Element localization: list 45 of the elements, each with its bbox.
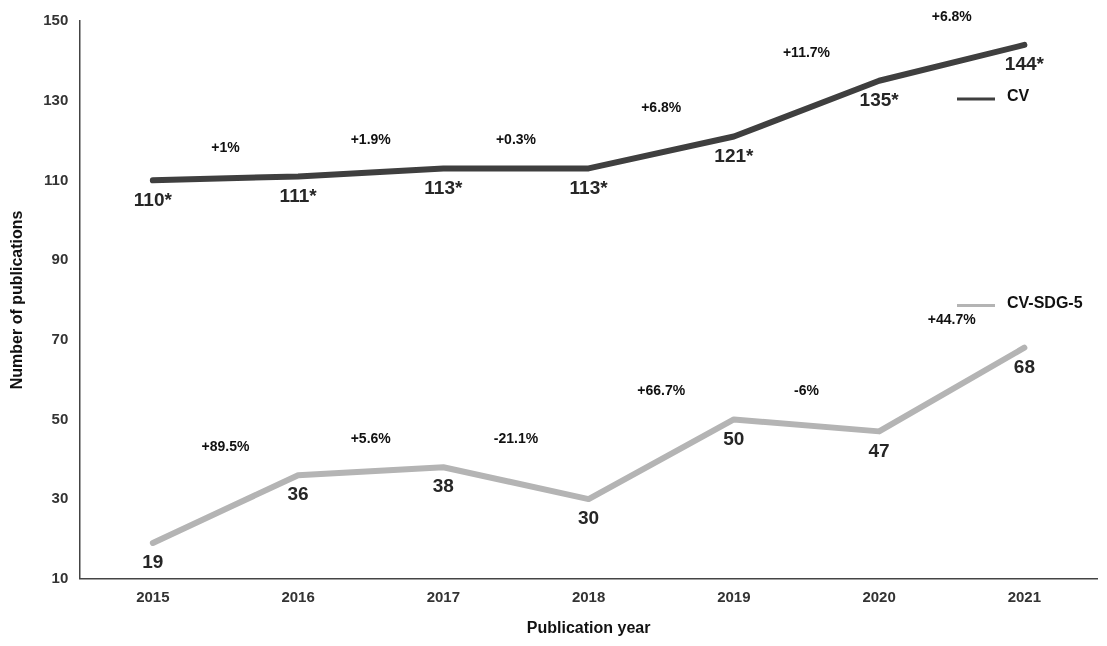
x-tick-label: 2016 <box>281 587 315 605</box>
y-tick-label: 150 <box>43 11 69 29</box>
annotation: -21.1% <box>493 430 539 447</box>
data-label: 113* <box>424 176 463 198</box>
data-label: 36 <box>287 483 309 505</box>
data-label: 68 <box>1013 355 1035 377</box>
x-tick-label: 2021 <box>1007 587 1042 605</box>
data-label: 38 <box>432 475 454 497</box>
x-tick-label: 2015 <box>136 587 170 605</box>
x-tick-label: 2018 <box>571 587 606 605</box>
annotation: +89.5% <box>201 438 250 455</box>
data-label: 113* <box>569 176 609 198</box>
y-tick-label: 10 <box>51 568 69 586</box>
y-tick-label: 130 <box>43 90 69 108</box>
y-tick-label: 70 <box>51 329 69 347</box>
y-axis-title: Number of publications <box>8 210 26 390</box>
data-label: 110* <box>133 188 173 210</box>
data-label: 135* <box>859 89 900 110</box>
data-label: 19 <box>142 551 164 573</box>
annotation: +6.8% <box>931 7 973 24</box>
legend-label: CV <box>1007 87 1030 105</box>
y-tick-label: 30 <box>51 489 69 507</box>
annotation: +0.3% <box>495 131 537 148</box>
annotation: +66.7% <box>637 382 686 399</box>
annotation: -6% <box>794 382 820 399</box>
x-axis-title: Publication year <box>526 618 651 636</box>
y-tick-label: 90 <box>51 250 69 268</box>
data-label: 47 <box>868 439 890 461</box>
annotation: +1.9% <box>350 131 392 148</box>
data-label: 111* <box>279 184 318 206</box>
data-label: 30 <box>578 507 600 529</box>
y-tick-label: 50 <box>51 409 69 427</box>
annotation: +11.7% <box>782 43 831 60</box>
data-label: 144* <box>1004 53 1045 75</box>
annotation: +44.7% <box>927 310 977 327</box>
annotation: +5.6% <box>350 430 392 447</box>
annotation: +1% <box>211 139 241 156</box>
legend-label: CV-SDG-5 <box>1007 293 1083 311</box>
data-label: 121* <box>714 144 755 166</box>
y-tick-label: 110 <box>44 170 69 188</box>
x-tick-label: 2019 <box>717 587 751 605</box>
data-label: 50 <box>723 427 745 449</box>
x-tick-label: 2017 <box>426 587 461 605</box>
x-tick-label: 2020 <box>862 587 896 605</box>
annotation: +6.8% <box>641 99 682 116</box>
